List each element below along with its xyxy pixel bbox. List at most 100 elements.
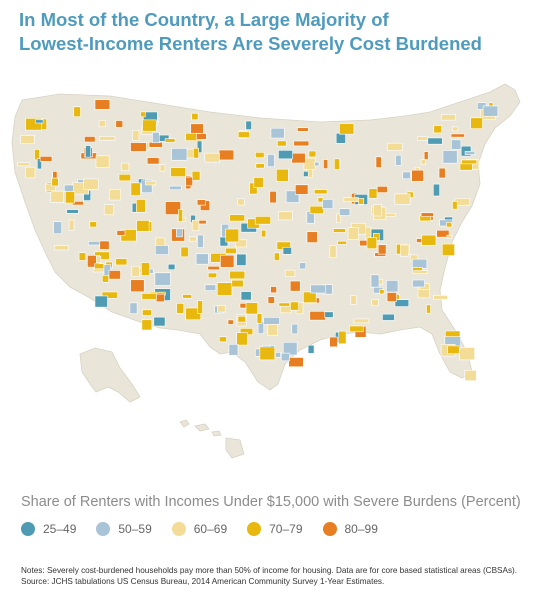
- cbsa-area: [39, 156, 53, 162]
- cbsa-area: [336, 213, 342, 224]
- cbsa-area: [291, 323, 299, 335]
- cbsa-area: [34, 149, 40, 161]
- cbsa-area: [255, 152, 265, 158]
- cbsa-area: [155, 245, 169, 255]
- cbsa-area: [386, 280, 399, 293]
- cbsa-area: [446, 221, 453, 228]
- legend-label-25-49: 25–49: [43, 522, 77, 536]
- cbsa-area: [189, 236, 197, 242]
- cbsa-area: [426, 304, 431, 314]
- cbsa-area: [182, 294, 192, 299]
- cbsa-area: [197, 300, 203, 314]
- cbsa-area: [254, 216, 271, 225]
- cbsa-area: [132, 130, 140, 141]
- cbsa-area: [464, 150, 476, 155]
- cbsa-area: [412, 258, 428, 269]
- cbsa-area: [176, 228, 183, 238]
- cbsa-area: [145, 180, 157, 186]
- cbsa-area: [314, 189, 328, 195]
- cbsa-area: [249, 182, 258, 195]
- cbsa-area: [171, 148, 188, 161]
- cbsa-area: [136, 220, 150, 232]
- cbsa-area: [329, 245, 337, 259]
- legend-swatch-80-99: [322, 522, 337, 536]
- cbsa-area: [387, 142, 403, 151]
- cbsa-area: [142, 309, 152, 316]
- cbsa-area: [155, 293, 165, 303]
- cbsa-area: [347, 227, 359, 240]
- cbsa-area: [52, 171, 58, 179]
- cbsa-area: [191, 170, 201, 181]
- cbsa-area: [411, 169, 424, 182]
- cbsa-area: [420, 159, 426, 165]
- cbsa-area: [420, 212, 434, 217]
- legend: 25–49 50–59 60–69 70–79 80–99: [21, 522, 398, 536]
- cbsa-area: [267, 324, 278, 336]
- cbsa-area: [303, 291, 317, 304]
- cbsa-area: [278, 211, 293, 221]
- cbsa-area: [267, 154, 275, 168]
- legend-swatch-50-59: [96, 522, 111, 536]
- cbsa-area: [85, 145, 91, 158]
- cbsa-area: [289, 280, 301, 292]
- cbsa-area: [324, 311, 334, 318]
- cbsa-area: [263, 317, 280, 325]
- cbsa-area: [386, 292, 397, 302]
- cbsa-area: [259, 346, 276, 361]
- cbsa-area: [240, 291, 252, 301]
- legend-swatch-60-69: [171, 522, 186, 536]
- cbsa-area: [307, 344, 315, 354]
- cbsa-area: [338, 330, 347, 345]
- cbsa-area: [167, 263, 176, 271]
- cbsa-area: [66, 209, 79, 214]
- cbsa-area: [297, 127, 309, 132]
- cbsa-area: [253, 177, 264, 188]
- cbsa-area: [108, 270, 121, 280]
- cbsa-area: [452, 201, 458, 210]
- cbsa-area: [370, 274, 380, 288]
- cbsa-area: [451, 139, 462, 150]
- cbsa-area: [216, 282, 233, 296]
- legend-item-25-49: 25–49: [21, 522, 76, 536]
- cbsa-area: [291, 152, 306, 164]
- cbsa-area: [141, 179, 153, 194]
- cbsa-area: [116, 230, 126, 236]
- cbsa-area: [310, 284, 327, 294]
- cbsa-area: [433, 125, 442, 134]
- cbsa-area: [89, 221, 97, 228]
- cbsa-area: [130, 182, 141, 196]
- cbsa-area: [65, 191, 76, 204]
- cbsa-area: [293, 140, 310, 147]
- cbsa-area: [436, 229, 450, 238]
- cbsa-area: [377, 244, 387, 255]
- cbsa-area: [371, 299, 379, 306]
- cbsa-area: [267, 296, 275, 304]
- source-text: Source: JCHS tabulations US Census Burea…: [21, 577, 385, 586]
- cbsa-area: [227, 319, 234, 325]
- cbsa-area: [433, 295, 448, 300]
- cbsa-area: [169, 185, 182, 191]
- cbsa-area: [191, 219, 200, 232]
- cbsa-area: [228, 343, 239, 356]
- chart-title: In Most of the Country, a Large Majority…: [19, 8, 534, 56]
- cbsa-area: [78, 252, 87, 261]
- cbsa-area: [394, 299, 410, 307]
- cbsa-area: [153, 316, 166, 327]
- cbsa-area: [95, 255, 102, 264]
- cbsa-area: [121, 162, 130, 171]
- cbsa-area: [269, 190, 277, 204]
- cbsa-area: [141, 262, 150, 276]
- cbsa-area: [51, 177, 59, 187]
- cbsa-area: [482, 105, 499, 117]
- cbsa-area: [178, 209, 183, 222]
- cbsa-area: [103, 204, 115, 216]
- cbsa-area: [196, 133, 207, 140]
- cbsa-area: [20, 135, 35, 144]
- cbsa-area: [73, 106, 81, 118]
- title-line-2: Lowest-Income Renters Are Severely Cost …: [19, 33, 482, 54]
- cbsa-area: [229, 214, 245, 222]
- cbsa-area: [358, 198, 365, 205]
- cbsa-area: [329, 336, 338, 348]
- cbsa-area: [141, 293, 157, 300]
- title-line-1: In Most of the Country, a Large Majority…: [19, 9, 389, 30]
